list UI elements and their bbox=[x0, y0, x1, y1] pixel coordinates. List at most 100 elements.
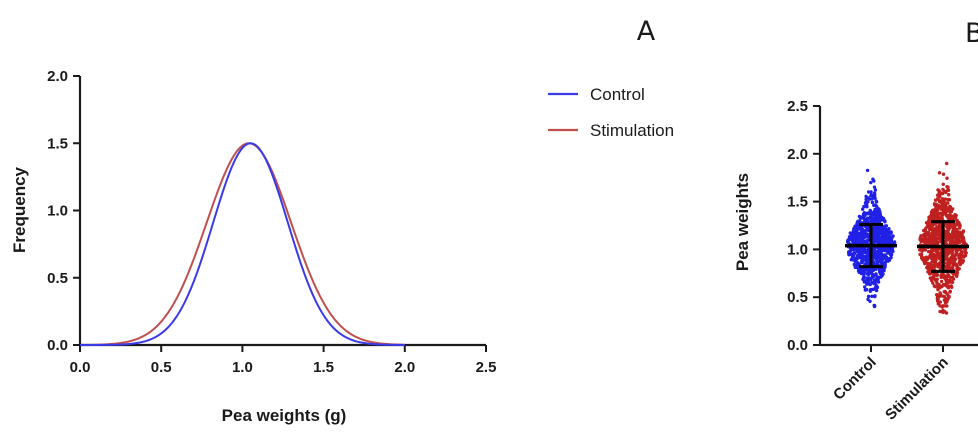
data-point bbox=[939, 279, 944, 284]
data-point bbox=[929, 210, 934, 214]
data-point bbox=[931, 276, 936, 280]
data-point bbox=[930, 266, 934, 270]
data-point bbox=[930, 260, 934, 264]
data-point bbox=[851, 229, 856, 233]
data-point bbox=[948, 280, 953, 284]
data-point bbox=[944, 204, 948, 208]
data-point bbox=[939, 275, 943, 279]
frequency-distribution-chart: 0.0 0.5 1.0 1.5 2.0 0.0 0.5 1.0 1.5 2.0 2.5 Pea we… bbox=[10, 68, 496, 425]
panel-a-x-axis-title: Pea weights (g) bbox=[222, 406, 347, 425]
data-point bbox=[955, 227, 959, 232]
data-point bbox=[935, 273, 939, 277]
data-point bbox=[857, 233, 862, 237]
panel-a-x-tick-label: 1.5 bbox=[313, 359, 334, 376]
data-point bbox=[947, 208, 951, 212]
panel-a-y-tick-label: 1.0 bbox=[47, 203, 68, 220]
data-point bbox=[864, 257, 868, 261]
data-point bbox=[937, 198, 941, 202]
data-point bbox=[961, 237, 966, 242]
data-point bbox=[924, 261, 928, 265]
data-point bbox=[944, 277, 949, 281]
panel-a-x-tick-label: 1.0 bbox=[232, 359, 253, 376]
data-point bbox=[868, 299, 872, 303]
panel-b-y-tick-label: 2.5 bbox=[787, 98, 808, 115]
data-point bbox=[931, 281, 935, 285]
data-point bbox=[866, 277, 870, 281]
data-point bbox=[935, 299, 940, 303]
data-point bbox=[926, 249, 931, 254]
data-point bbox=[949, 223, 953, 228]
data-point bbox=[864, 212, 868, 216]
data-point bbox=[864, 197, 868, 202]
data-point bbox=[890, 248, 894, 253]
data-point bbox=[947, 266, 952, 270]
data-point bbox=[871, 177, 875, 181]
data-point bbox=[859, 252, 863, 256]
data-point bbox=[938, 304, 942, 308]
panel-a-y-tick-label: 1.5 bbox=[47, 135, 68, 152]
data-point bbox=[945, 161, 949, 166]
data-point bbox=[876, 233, 881, 238]
data-point bbox=[959, 252, 964, 256]
data-point bbox=[950, 247, 954, 251]
data-point bbox=[873, 294, 877, 298]
data-point bbox=[957, 235, 961, 239]
data-point bbox=[947, 263, 951, 268]
data-point bbox=[863, 201, 868, 205]
data-point bbox=[951, 234, 955, 239]
data-point bbox=[944, 280, 949, 284]
legend-label-stimulation: Stimulation bbox=[590, 121, 674, 140]
data-point bbox=[929, 255, 933, 259]
data-point bbox=[922, 237, 926, 241]
data-point bbox=[862, 280, 866, 284]
data-point bbox=[927, 233, 932, 238]
panel-label-b: B bbox=[965, 18, 978, 49]
data-point bbox=[937, 189, 941, 193]
data-point bbox=[934, 206, 938, 210]
data-point bbox=[952, 216, 957, 220]
data-point bbox=[873, 188, 878, 192]
data-point bbox=[877, 275, 881, 280]
data-point bbox=[884, 255, 889, 259]
panel-a-axes: 0.0 0.5 1.0 1.5 2.0 0.0 0.5 1.0 1.5 2.0 2.5 bbox=[47, 68, 496, 376]
data-point bbox=[875, 200, 879, 204]
data-point bbox=[945, 234, 950, 239]
data-point bbox=[945, 304, 949, 308]
data-point bbox=[933, 198, 938, 202]
data-point bbox=[941, 273, 946, 277]
data-point bbox=[879, 218, 883, 222]
curve-control bbox=[80, 142, 405, 346]
panel-a-x-tick-label: 2.5 bbox=[476, 359, 497, 376]
panel-b-x-tick-label: Stimulation bbox=[882, 354, 952, 424]
data-point bbox=[862, 232, 866, 236]
data-point bbox=[862, 274, 866, 279]
data-point bbox=[876, 209, 880, 213]
data-point bbox=[860, 259, 864, 263]
data-point bbox=[888, 257, 892, 261]
data-point bbox=[932, 257, 936, 261]
data-point bbox=[855, 254, 860, 258]
data-point bbox=[933, 241, 938, 246]
data-point bbox=[946, 197, 950, 202]
data-point bbox=[868, 209, 873, 214]
data-point bbox=[850, 255, 855, 260]
data-point bbox=[957, 240, 962, 245]
data-point bbox=[872, 191, 877, 195]
data-point bbox=[869, 190, 873, 194]
panel-b-dots bbox=[845, 161, 968, 315]
panel-b-y-tick-label: 1.5 bbox=[787, 194, 808, 211]
data-point bbox=[936, 236, 940, 241]
data-point bbox=[935, 193, 940, 197]
data-point bbox=[864, 232, 868, 236]
data-point bbox=[870, 200, 875, 205]
data-point bbox=[940, 216, 944, 220]
data-point bbox=[865, 168, 870, 173]
data-point bbox=[877, 247, 882, 251]
data-point bbox=[882, 240, 886, 244]
data-point bbox=[884, 224, 889, 228]
panel-a-x-tick-label: 0.5 bbox=[151, 359, 172, 376]
data-point bbox=[873, 255, 877, 260]
data-point bbox=[958, 226, 962, 230]
data-point bbox=[923, 228, 927, 232]
data-point bbox=[853, 224, 857, 228]
